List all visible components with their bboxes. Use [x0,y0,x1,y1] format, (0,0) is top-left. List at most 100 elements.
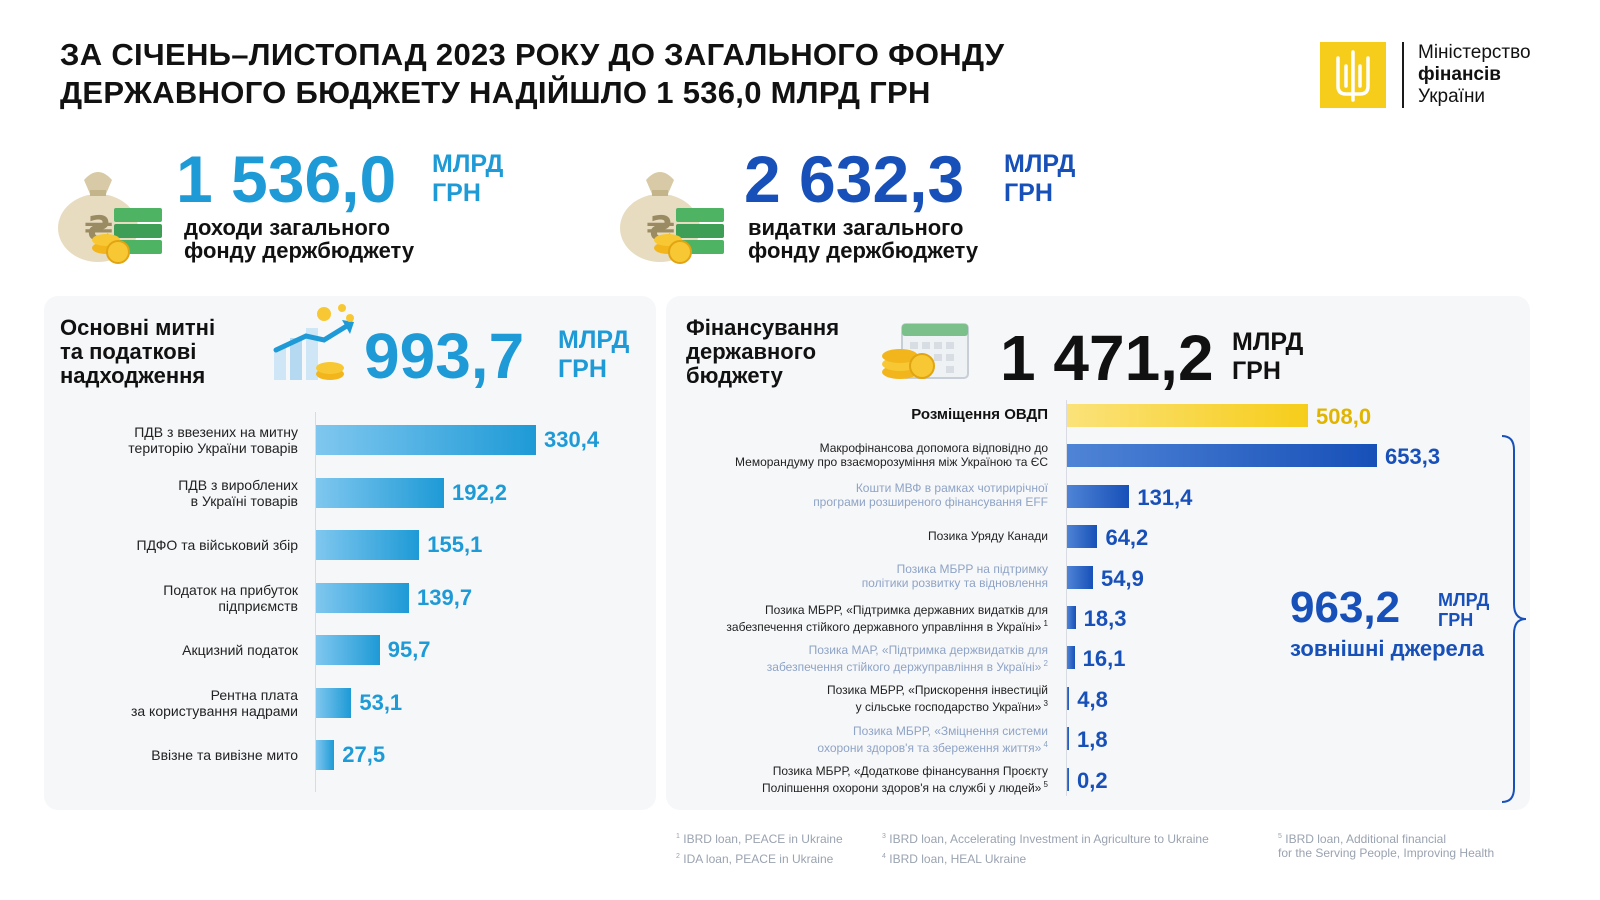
tax-bar [316,530,420,560]
financing-panel-unit-line-2: ГРН [1232,357,1281,385]
footnote-mark: 4 [1041,739,1048,749]
tax-bar [316,582,410,613]
financing-panel [666,296,1530,810]
tax-panel-total: 993,7 [364,320,525,392]
external-sources-value: 963,2 [1290,583,1401,632]
footnote-mark: 1 [1041,618,1048,628]
financing-bar-value: 64,2 [1105,525,1149,551]
page-title: ЗА СІЧЕНЬ–ЛИСТОПАД 2023 РОКУ ДО ЗАГАЛЬНО… [60,36,1160,112]
tax-panel-title-line-3: надходження [60,363,206,388]
tax-panel-unit-line-1: МЛРД [558,326,630,354]
footnote-1-text: IBRD loan, PEACE in Ukraine [683,832,843,846]
spending-value: 2 632,3 [744,142,965,216]
financing-row-label-line: Позика МБРР, «Підтримка державних видатк… [765,602,1048,617]
tax-panel-title-line-2: та податкові [60,339,197,364]
calendar-coins-icon [880,318,972,384]
financing-row-label-line: Позика МБРР, «Прискорення інвестицій [827,683,1048,698]
tax-row-label-line: ПДВ з вироблених [178,476,298,493]
financing-bar [1067,565,1094,589]
tax-bar-value: 53,1 [359,689,403,715]
financing-row-label: Позика МБРР, «Прискорення інвестицій у сі… [676,683,1048,714]
financing-row-label-line: у сільське господарство України» 3 [855,699,1048,715]
financing-panel-title-line-2: державного [686,339,817,364]
revenue-label: доходи загального фонду держбюджету [184,216,414,262]
logo-separator [1402,42,1404,108]
financing-row-label-line: Позика МБРР на підтримку [896,562,1048,577]
financing-panel-unit: МЛРД ГРН [1232,328,1303,386]
financing-row-label-line: Поліпшення охорони здоров'я на службі у … [761,780,1048,796]
financing-bar [1067,767,1069,791]
tax-row-label: ПДВ з вироблених в Україні товарів [60,477,298,509]
tax-panel-title: Основні митні та податкові надходження [60,316,215,388]
revenue-label-line-1: доходи загального [184,215,391,240]
revenue-label-line-2: фонду держбюджету [184,238,415,263]
footnote-3-text: IBRD loan, Accelerating Investment in Ag… [889,832,1209,846]
spending-unit-line-2: ГРН [1004,179,1053,207]
tax-bar-value: 192,2 [451,479,508,505]
spending-label-line-1: видатки загального [748,215,964,240]
tax-bar [316,477,444,508]
financing-bar-value: 54,9 [1101,565,1144,591]
spending-label-line-2: фонду держбюджету [748,238,979,263]
footnote-1-mark: 1 [676,833,680,840]
financing-row-label-line: політики розвитку та відновлення [861,576,1048,591]
tax-row-label-line: підприємств [218,597,298,614]
financing-row-label: Позика МБРР, «Зміцнення системи охорони з… [676,724,1048,755]
footnote-2: 2 IDA loan, PEACE in Ukraine [676,850,833,866]
tax-bar [316,740,335,770]
financing-row-label-line: Макрофінансова допомога відповідно до [819,440,1048,455]
financing-row-label-line: Меморандуму про взаєморозуміння між Укра… [735,454,1048,469]
financing-row-label-line: охорони здоров'я та збереження життя» 4 [817,739,1048,755]
financing-row-label: Розміщення ОВДП [676,407,1048,422]
ministry-logo: Міністерство фінансів України [1320,42,1560,110]
tax-row-label-line: Ввізне та вивізне мито [151,747,298,763]
footnote-mark: 3 [1041,699,1048,709]
money-bag-icon: ₴ [618,150,730,264]
external-sources-unit: МЛРД ГРН [1438,590,1489,630]
financing-bar-value: 4,8 [1077,686,1108,712]
financing-row-label: Позика МБРР, «Підтримка державних видатк… [676,603,1048,634]
financing-bar-value: 0,2 [1077,767,1108,793]
spending-unit: МЛРД ГРН [1004,150,1075,208]
external-sources-brace [1501,435,1527,803]
tax-row-label-line: Рентна плата [210,686,298,703]
tax-bar-value: 330,4 [544,427,600,452]
revenue-unit: МЛРД ГРН [432,150,503,208]
footnote-5: 5 IBRD loan, Additional financial for th… [1278,830,1494,860]
tax-panel-unit-line-2: ГРН [558,355,607,383]
financing-bar-value: 16,1 [1082,646,1126,672]
footnote-1: 1 IBRD loan, PEACE in Ukraine [676,830,843,846]
tax-row-label-line: Акцизний податок [182,642,298,658]
financing-bar-value: 131,4 [1137,484,1193,510]
footnote-3-mark: 3 [882,833,886,840]
footnote-3: 3 IBRD loan, Accelerating Investment in … [882,830,1209,846]
footnote-4-text: IBRD loan, HEAL Ukraine [889,852,1027,866]
logo-line-2: фінансів [1418,64,1501,85]
financing-row-label-line: забезпечення стійкого державного управлі… [726,618,1048,634]
footnote-4: 4 IBRD loan, HEAL Ukraine [882,850,1026,866]
financing-bar-value: 18,3 [1083,606,1127,631]
financing-chart-axis [1066,400,1067,796]
tax-row-label: ПДФО та військовий збір [60,537,298,553]
tax-row-label-line: територію України товарів [128,440,298,456]
financing-bar [1067,525,1098,549]
spending-unit-line-1: МЛРД [1004,150,1076,178]
footnote-4-mark: 4 [882,853,886,860]
external-sources-label: зовнішні джерела [1290,636,1484,661]
tax-chart-axis [315,412,316,792]
financing-panel-title: Фінансування державного бюджету [686,316,839,388]
logo-line-3: України [1418,86,1486,107]
footnote-mark: 5 [1041,780,1048,790]
financing-row-label-line: забезпечення стійкого держуправління в У… [766,658,1048,674]
financing-bar [1067,646,1075,670]
financing-row-label: Макрофінансова допомога відповідно до Мем… [676,441,1048,469]
tax-panel-unit: МЛРД ГРН [558,326,629,384]
financing-panel-title-line-1: Фінансування [686,315,840,340]
title-line-2: ДЕРЖАВНОГО БЮДЖЕТУ НАДІЙШЛО 1 536,0 МЛРД… [60,75,931,110]
financing-row-label-line: Позика Уряду Канади [927,528,1048,543]
title-line-1: ЗА СІЧЕНЬ–ЛИСТОПАД 2023 РОКУ ДО ЗАГАЛЬНО… [60,37,1005,72]
footnote-5-mark: 5 [1278,833,1282,840]
footnote-2-mark: 2 [676,853,680,860]
financing-bar [1067,484,1130,508]
financing-panel-total: 1 471,2 [1000,322,1214,394]
